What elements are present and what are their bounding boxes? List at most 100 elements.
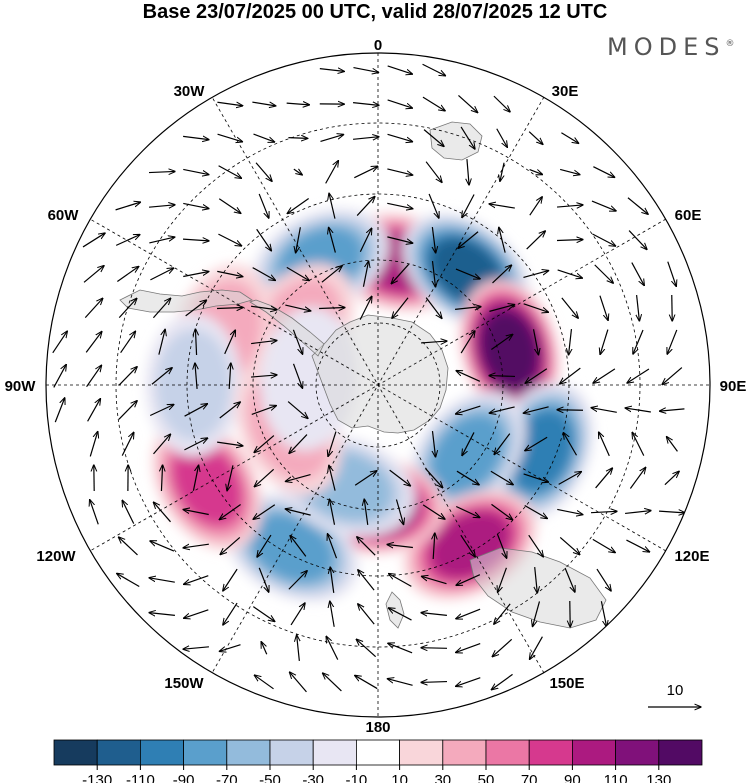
wind-vector: [330, 601, 335, 627]
wind-vector: [358, 570, 375, 591]
colorbar-swatch: [615, 739, 660, 766]
wind-vector: [387, 545, 413, 548]
colorbar-tick-label: 130: [646, 772, 671, 783]
wind-vector: [224, 330, 236, 355]
wind-vector: [523, 271, 548, 279]
wind-vector: [358, 604, 375, 625]
wind-vector: [117, 267, 138, 282]
wind-vector: [183, 136, 209, 139]
wind-vector: [118, 367, 137, 386]
wind-vector: [556, 240, 583, 241]
wind-vector: [115, 235, 140, 246]
wind-vector: [217, 441, 243, 446]
wind-vector: [292, 363, 303, 388]
colorbar-tick-label: -10: [346, 772, 368, 783]
wind-vector: [523, 303, 549, 312]
wind-vector: [153, 434, 171, 455]
wind-vector: [218, 233, 241, 246]
wind-vector: [525, 368, 548, 383]
wind-vector: [285, 509, 311, 516]
wind-vector: [389, 469, 411, 486]
wind-vector: [422, 63, 446, 75]
wind-vector: [659, 511, 685, 513]
wind-vector: [53, 365, 66, 388]
wind-vector: [330, 567, 334, 593]
wind-vector: [456, 470, 479, 485]
wind-vector: [632, 432, 645, 456]
colorbar-tick-label: 30: [434, 772, 451, 783]
wind-vector: [528, 131, 543, 145]
wind-vector: [460, 534, 475, 557]
lon-label-120w: 120W: [36, 548, 76, 565]
wind-vector: [491, 673, 513, 689]
wind-vector: [289, 434, 308, 454]
anomaly-negative-90w-band: [155, 329, 232, 441]
wind-vector: [84, 298, 102, 319]
wind-vector: [491, 503, 513, 519]
wind-vector: [220, 537, 241, 554]
wind-vector: [325, 161, 339, 184]
wind-vector: [185, 300, 207, 317]
wind-vector: [89, 432, 97, 457]
wind-vector: [599, 432, 610, 457]
wind-vector: [254, 675, 274, 690]
wind-vector: [218, 198, 241, 214]
colorbar-swatch: [355, 739, 400, 766]
wind-vector: [560, 367, 581, 384]
wind-vector: [627, 368, 650, 383]
wind-vector: [460, 126, 475, 149]
wind-vector: [218, 165, 242, 178]
colorbar-swatch: [139, 739, 184, 766]
colorbar-swatch: [96, 739, 141, 766]
wind-vector: [458, 95, 477, 112]
map-title: Base 23/07/2025 00 UTC, valid 28/07/2025…: [142, 1, 608, 23]
wind-vector: [287, 198, 309, 214]
wind-vector: [591, 200, 616, 211]
brand-logo: MODES®: [607, 33, 734, 61]
wind-vector: [183, 202, 209, 208]
wind-vector: [323, 673, 342, 692]
colorbar-tick-label: -30: [302, 772, 324, 783]
wind-vector: [258, 193, 269, 218]
wind-vector: [329, 499, 336, 525]
wind-vector: [183, 272, 209, 278]
wind-vector: [219, 503, 241, 519]
lon-label-180: 180: [365, 719, 390, 736]
wind-vector: [388, 643, 413, 654]
wind-vector: [327, 534, 338, 559]
wind-vector: [184, 438, 207, 451]
wind-vector: [82, 233, 105, 248]
wind-vector: [354, 471, 377, 486]
wind-vector: [456, 574, 481, 586]
wind-vector: [356, 639, 377, 658]
wind-vector: [152, 298, 170, 319]
wind-vector: [319, 69, 344, 72]
wind-vector: [252, 102, 275, 106]
wind-vector: [498, 567, 507, 592]
wind-vector: [261, 642, 268, 655]
wind-vector: [456, 371, 481, 382]
wind-vector: [184, 404, 208, 417]
wind-vector: [499, 227, 506, 253]
wind-vector: [356, 196, 375, 216]
wind-vector: [456, 608, 481, 619]
wind-vector: [456, 677, 481, 687]
wind-vector: [151, 368, 172, 385]
wind-vector: [389, 574, 412, 587]
anomaly-negative-150w-band: [249, 513, 334, 583]
wind-vector: [184, 609, 209, 618]
wind-vector: [493, 95, 510, 112]
colorbar-tick-label: 10: [391, 772, 408, 783]
wind-vector: [523, 473, 549, 482]
wind-vector: [357, 537, 376, 556]
wind-vector: [667, 437, 678, 452]
wind-vector: [183, 543, 209, 548]
wind-vector: [355, 675, 378, 690]
colorbar-tick-label: 110: [604, 772, 628, 783]
wind-vector: [392, 297, 409, 318]
wind-vector: [600, 601, 606, 626]
wind-vector: [321, 266, 342, 283]
wind-vector: [251, 306, 277, 309]
wind-vector: [149, 404, 174, 417]
